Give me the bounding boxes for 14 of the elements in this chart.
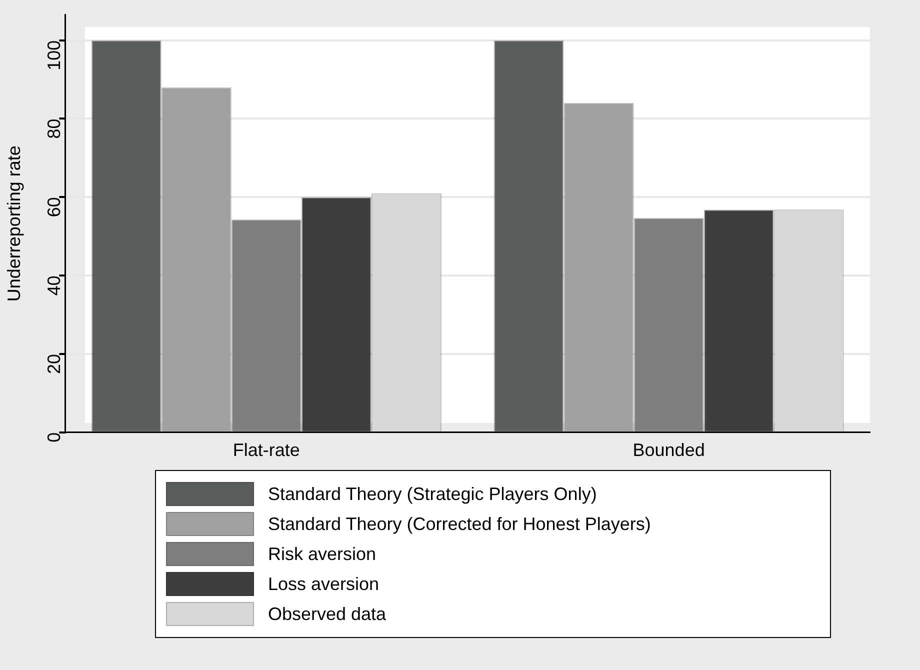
x-tick-label: Flat-rate [232, 440, 300, 460]
y-tick-label: 100 [44, 40, 64, 70]
legend-label: Risk aversion [268, 544, 376, 564]
y-axis-title: Underreporting rate [4, 146, 24, 302]
legend-label: Loss aversion [268, 574, 380, 594]
x-tick-label: Bounded [632, 440, 705, 460]
y-tick-label: 20 [44, 354, 64, 374]
y-tick-label: 0 [44, 432, 64, 442]
y-tick-label: 60 [44, 197, 64, 218]
legend-label: Observed data [268, 604, 386, 624]
y-tick-label: 40 [44, 276, 64, 296]
y-tick-label: 80 [44, 118, 64, 139]
legend-label: Standard Theory (Corrected for Honest Players) [268, 514, 651, 534]
legend-label: Standard Theory (Strategic Players Only) [268, 484, 597, 504]
